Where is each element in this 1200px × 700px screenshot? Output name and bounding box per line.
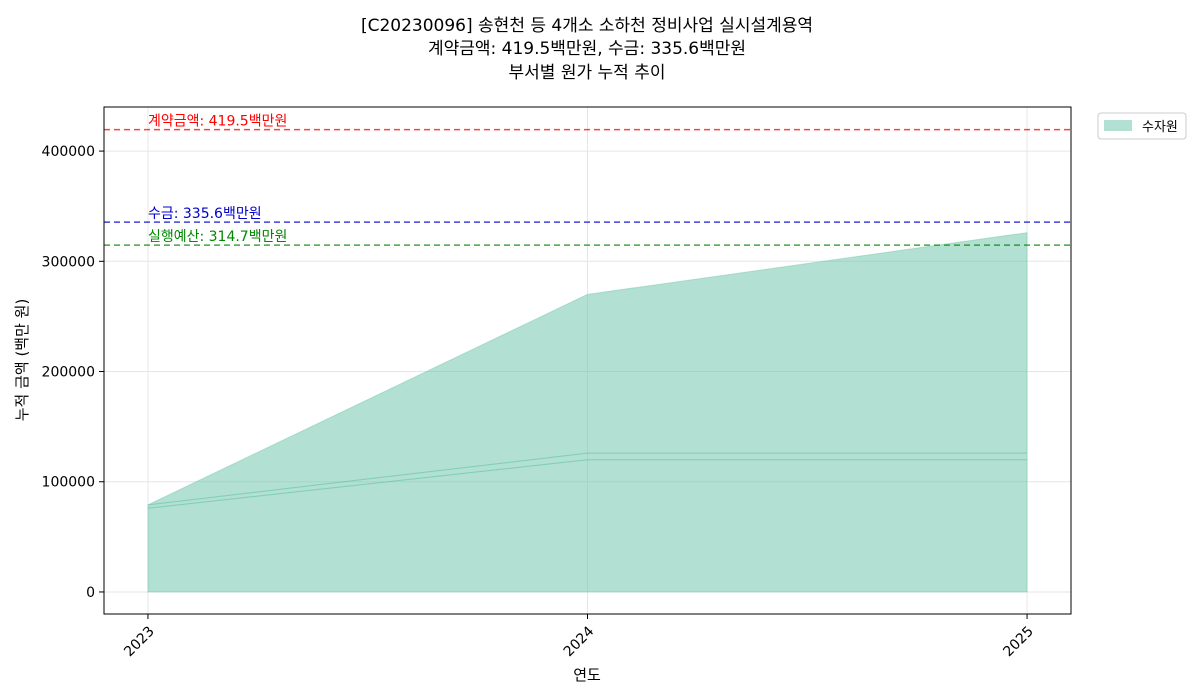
legend-swatch-수자원: [1104, 120, 1132, 131]
y-tick-label-100000: 100000: [42, 475, 95, 491]
y-axis-label: 누적 금액 (백만 원): [13, 299, 31, 422]
y-axis-ticks: 0 100000 200000 300000 400000: [42, 144, 104, 601]
y-tick-label-200000: 200000: [42, 365, 95, 381]
y-tick-label-0: 0: [86, 585, 95, 601]
area-series: [147, 232, 1028, 593]
y-tick-label-300000: 300000: [42, 254, 95, 270]
reference-label-2: 실행예산: 314.7백만원: [148, 229, 287, 245]
legend-box: [1097, 112, 1187, 140]
x-tick-label-2023: 2023: [121, 624, 158, 661]
chart-title-line-1: [C20230096] 송현천 등 4개소 소하천 정비사업 실시설계용역: [361, 16, 813, 36]
reference-label-0: 계약금액: 419.5백만원: [148, 114, 287, 130]
y-tick-label-400000: 400000: [42, 144, 95, 160]
x-tick-label-2025: 2025: [1000, 624, 1037, 661]
chart-title: [C20230096] 송현천 등 4개소 소하천 정비사업 실시설계용역 계약…: [361, 16, 813, 83]
legend: 수자원: [1097, 112, 1187, 140]
reference-label-1: 수금: 335.6백만원: [148, 206, 262, 222]
x-axis-ticks: 2023 2024 2025: [121, 614, 1037, 660]
chart-title-line-2: 계약금액: 419.5백만원, 수금: 335.6백만원: [428, 39, 746, 59]
x-axis-label: 연도: [573, 666, 601, 684]
chart-title-line-3: 부서별 원가 누적 추이: [509, 63, 666, 83]
legend-label-수자원: 수자원: [1142, 120, 1178, 135]
x-tick-label-2024: 2024: [561, 623, 598, 660]
area-band-0-2: [147, 232, 1028, 506]
